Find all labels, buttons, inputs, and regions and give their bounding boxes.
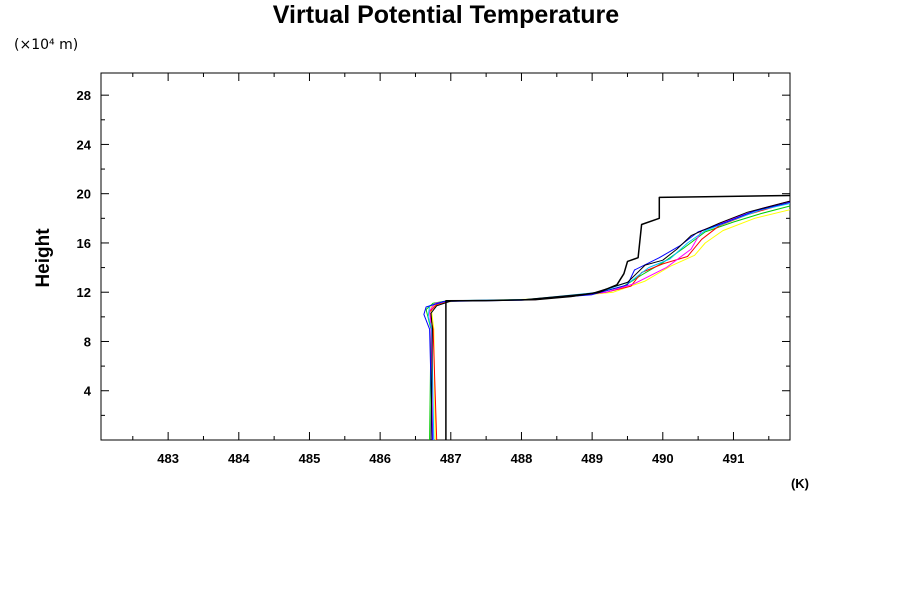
y-tick-label: 28 — [77, 88, 91, 103]
y-tick-label: 12 — [77, 285, 91, 300]
series-line — [425, 205, 791, 441]
y-tick-label: 4 — [84, 384, 92, 399]
y-axis-label: Height — [33, 228, 54, 288]
x-tick-label: 486 — [369, 451, 391, 466]
series-line — [429, 201, 791, 441]
series-line — [445, 194, 791, 440]
x-tick-label: 490 — [652, 451, 674, 466]
x-tick-labels: 483 484 485 486 487 488 489 490 491 — [157, 451, 744, 466]
plot-area: 483 484 485 486 487 488 489 490 491 4 8 12 16 20 24 28 — [77, 72, 791, 466]
series-lines — [423, 194, 791, 441]
x-tick-label: 487 — [440, 451, 462, 466]
x-tick-label: 485 — [299, 451, 321, 466]
y-tick-labels: 4 8 12 16 20 24 28 — [77, 88, 92, 399]
x-tick-label: 483 — [157, 451, 179, 466]
x-tick-label: 484 — [228, 451, 250, 466]
chart-title: Virtual Potential Temperature — [273, 1, 619, 29]
series-line — [427, 203, 791, 441]
series-line — [423, 201, 791, 441]
y-tick-label: 24 — [77, 137, 92, 152]
y-tick-label: 8 — [84, 334, 91, 349]
y-unit-label: (×10⁴ m) — [14, 37, 78, 53]
x-unit-label: (K) — [791, 476, 809, 491]
x-tick-label: 488 — [511, 451, 533, 466]
y-tick-label: 20 — [77, 187, 91, 202]
series-line — [430, 200, 791, 441]
series-line — [430, 209, 791, 441]
y-tick-label: 16 — [77, 236, 91, 251]
x-tick-label: 491 — [723, 451, 745, 466]
x-tick-label: 489 — [581, 451, 603, 466]
axis-ticks — [101, 73, 790, 440]
series-line — [429, 200, 791, 441]
